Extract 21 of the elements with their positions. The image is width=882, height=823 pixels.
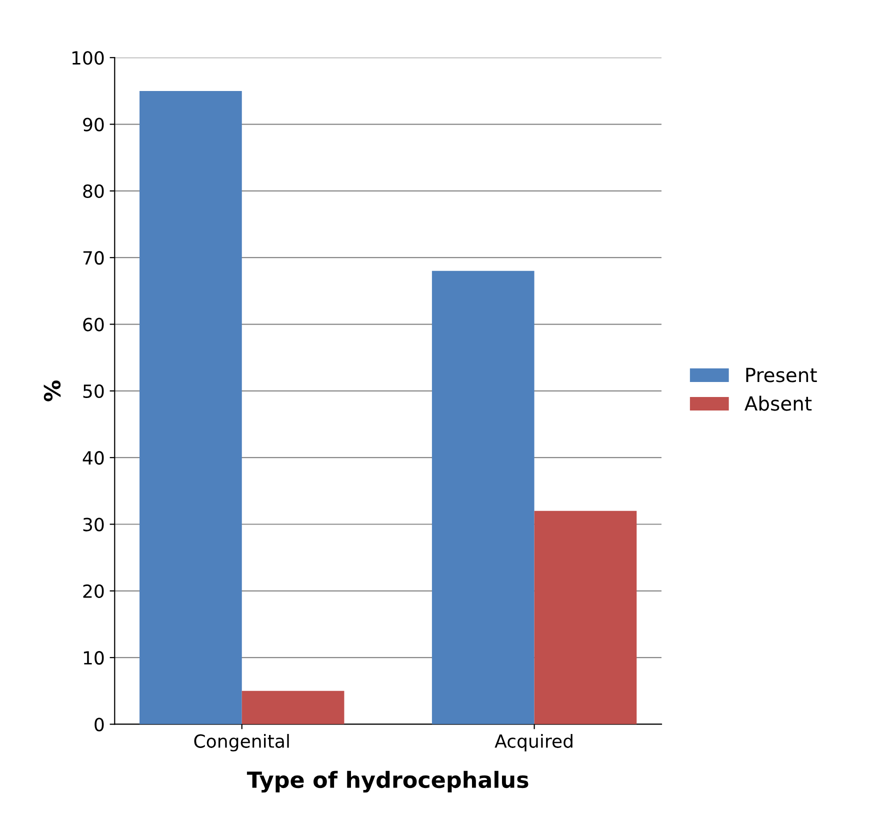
- y-tick-label: 60: [83, 318, 104, 332]
- x-tick-label: Acquired: [494, 734, 572, 752]
- y-tick-label: 90: [83, 118, 104, 132]
- bar: [140, 90, 242, 724]
- y-tick-label: 20: [83, 584, 104, 598]
- legend-label: Present: [746, 368, 817, 382]
- y-tick-label: 50: [83, 384, 104, 398]
- y-tick-label: 100: [72, 51, 104, 65]
- y-tick-label: 0: [94, 718, 104, 732]
- bar: [534, 510, 637, 724]
- bar: [432, 270, 534, 724]
- y-tick-label: 40: [82, 451, 104, 465]
- x-axis-title: Type of hydrocephalus: [246, 770, 528, 793]
- y-tick-label: 10: [84, 651, 104, 665]
- y-tick-label: 30: [83, 518, 104, 532]
- y-tick-label: 80: [83, 184, 104, 198]
- legend-label: Absent: [744, 396, 812, 411]
- bar: [242, 690, 344, 724]
- y-axis-title: %: [44, 380, 61, 402]
- y-tick-label: 70: [83, 251, 104, 265]
- x-tick-label: Congenital: [194, 734, 289, 752]
